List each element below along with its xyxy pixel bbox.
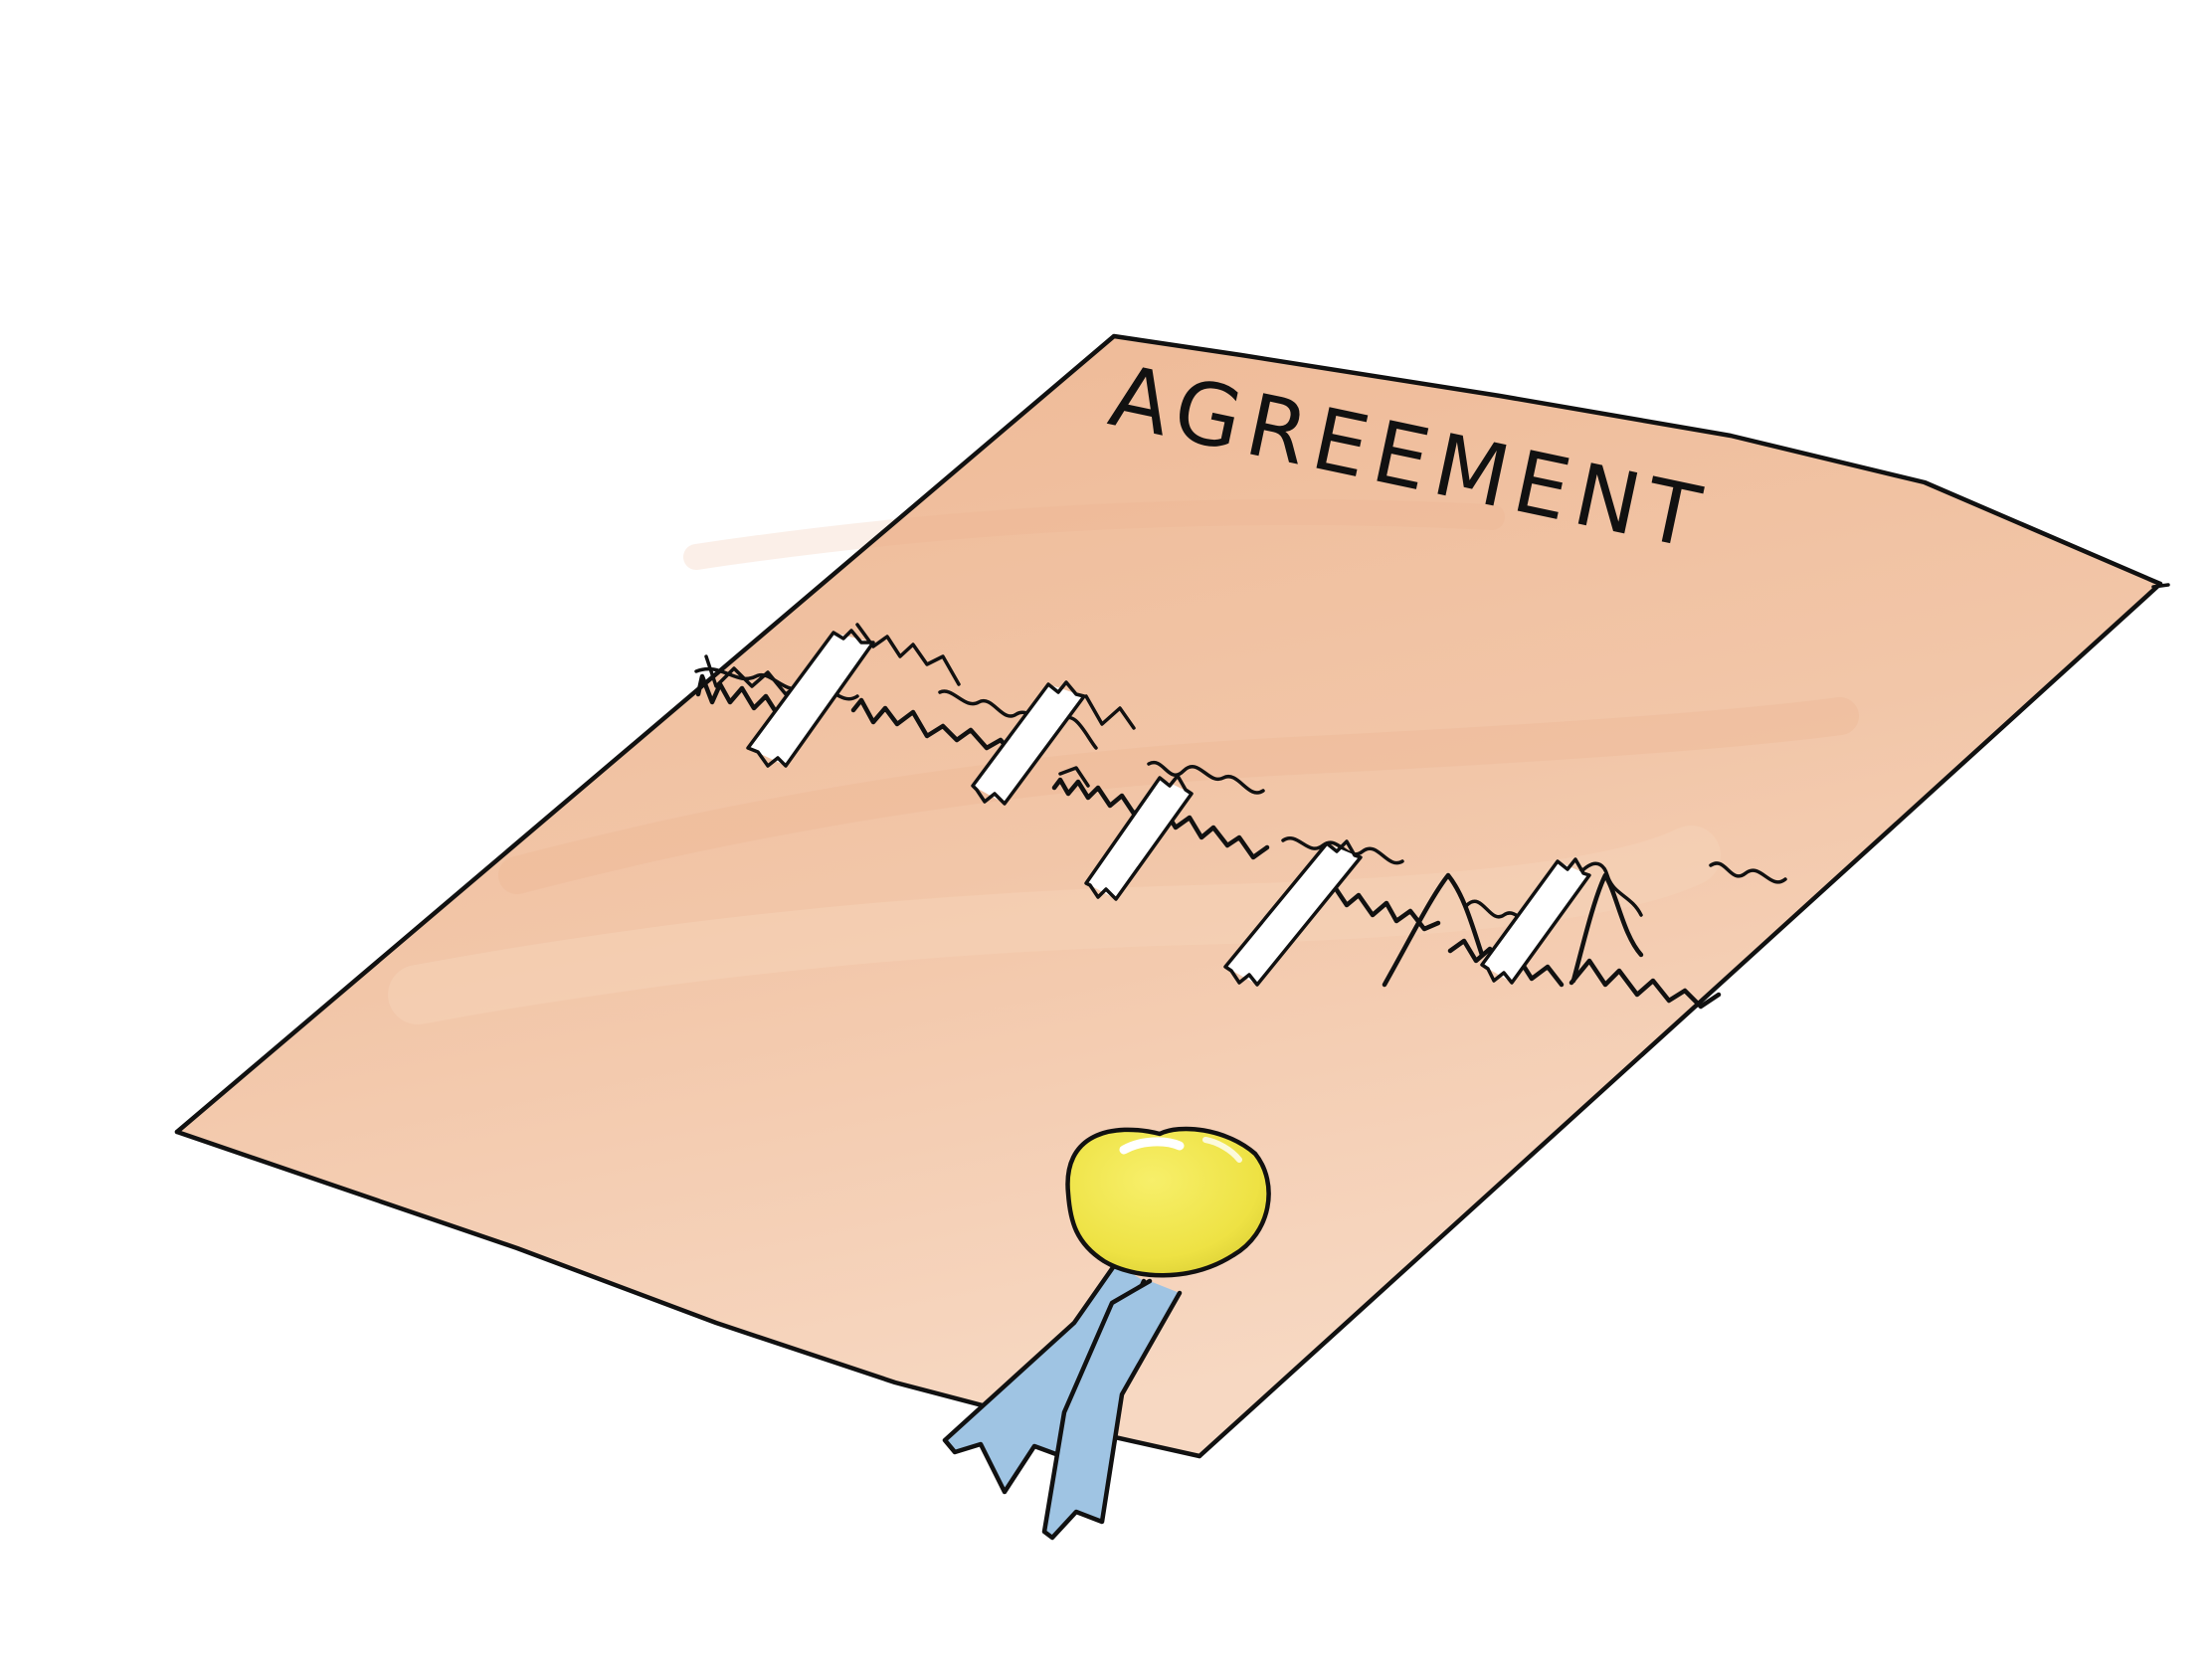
seal bbox=[1065, 1126, 1271, 1278]
tape-strip-icon bbox=[1482, 861, 1589, 983]
tape-strip-icon bbox=[973, 684, 1084, 804]
tape-strip-5 bbox=[1480, 857, 1591, 985]
tape-strip-icon bbox=[1086, 778, 1192, 899]
paper-sheet bbox=[174, 333, 2170, 1459]
tape-strip-4 bbox=[1223, 839, 1363, 987]
tear-line-peak bbox=[1382, 872, 1485, 988]
gold-seal-icon bbox=[1067, 1128, 1269, 1276]
tear-line-upper bbox=[694, 667, 1787, 929]
tape-strip-1 bbox=[746, 629, 875, 768]
tape-strip-icon bbox=[748, 633, 873, 766]
blue-ribbon-icon bbox=[1044, 1281, 1180, 1538]
paper-icon bbox=[177, 336, 2160, 1456]
tear-line bbox=[695, 673, 1722, 1010]
tape-strips bbox=[746, 629, 1591, 987]
tape-strip-icon bbox=[1225, 843, 1361, 985]
tape-strip-2 bbox=[971, 680, 1086, 806]
tear-line-peak-2 bbox=[1570, 872, 1644, 984]
ribbon bbox=[942, 1260, 1183, 1541]
tape-strip-3 bbox=[1084, 774, 1194, 901]
blue-ribbon-icon bbox=[945, 1263, 1144, 1492]
